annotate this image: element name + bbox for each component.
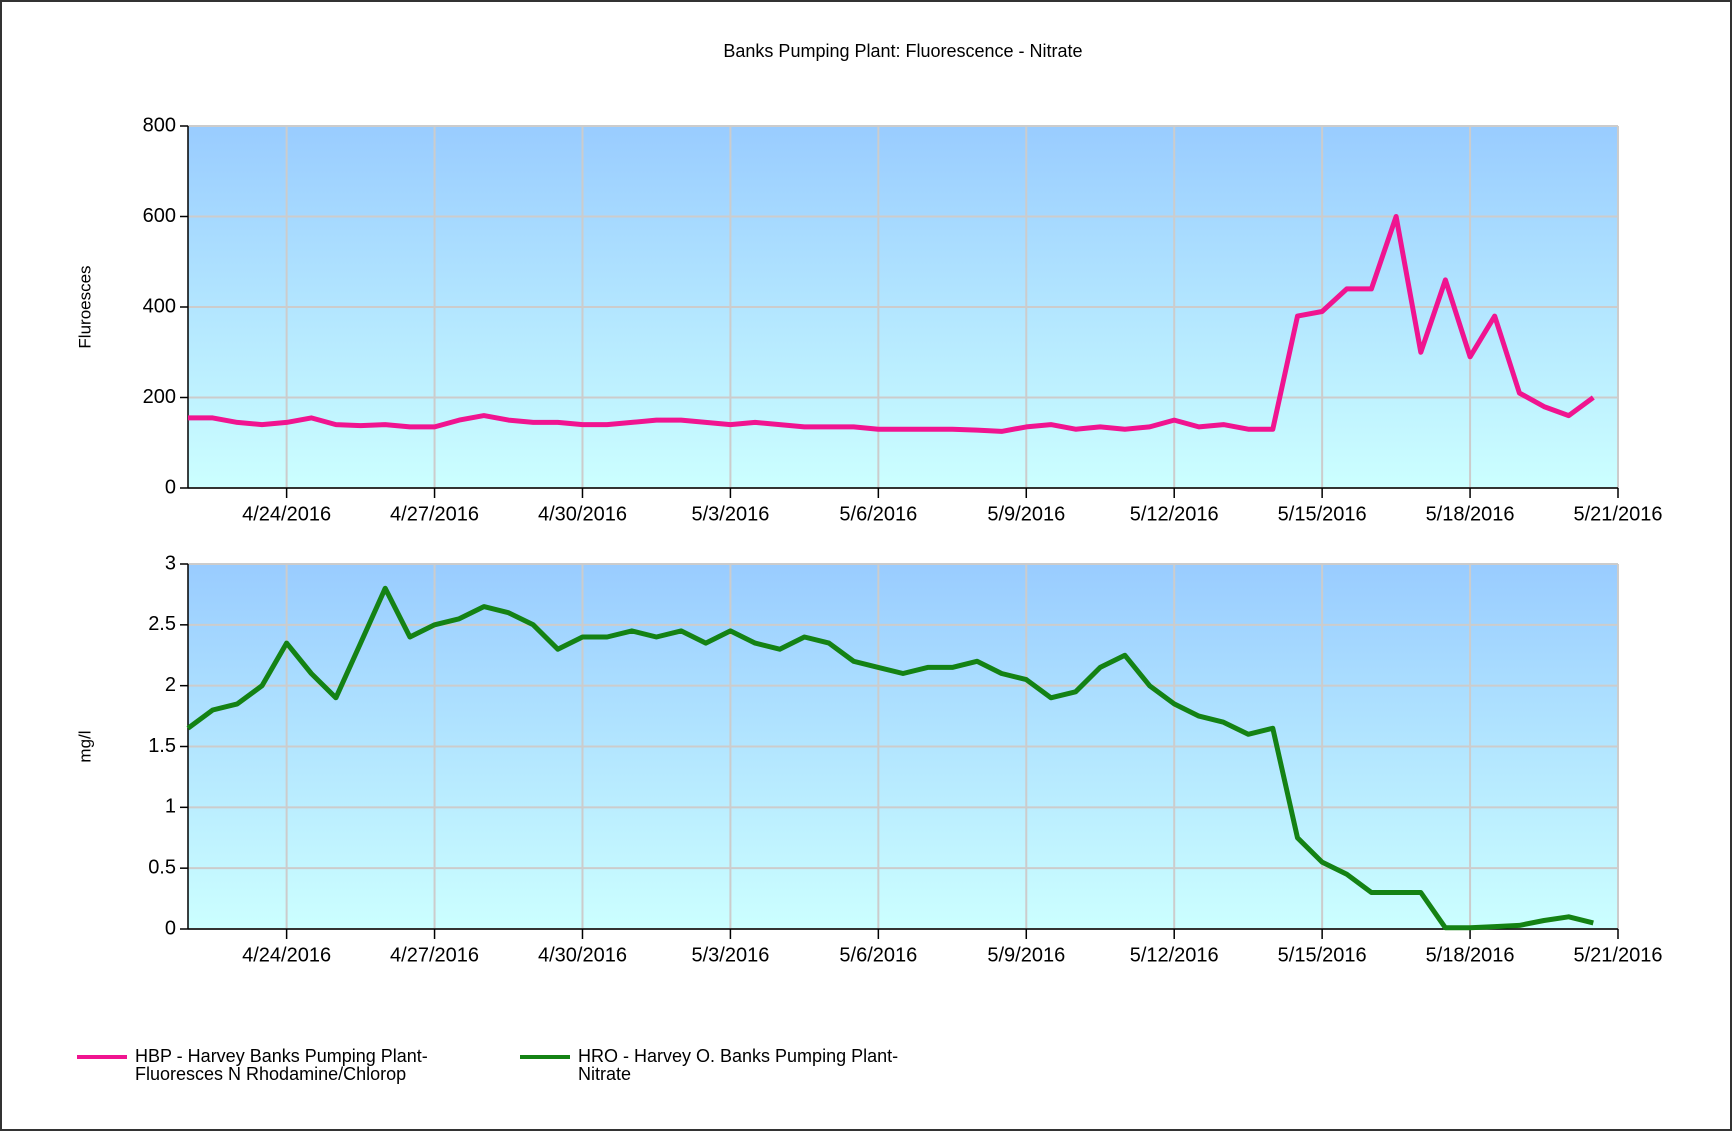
x-tick-label: 5/18/2016 [1426,944,1515,966]
x-tick-label: 5/3/2016 [691,944,769,966]
y-tick-label: 0.5 [148,856,176,878]
x-tick-label: 4/30/2016 [538,503,627,525]
legend-item: HBP - Harvey Banks Pumping Plant-Fluores… [77,1047,495,1083]
x-tick-label: 5/21/2016 [1574,503,1663,525]
y-axis-label: mg/l [75,730,94,762]
x-tick-label: 5/18/2016 [1426,503,1515,525]
x-tick-label: 4/27/2016 [390,944,479,966]
x-tick-label: 5/15/2016 [1278,944,1367,966]
x-tick-label: 4/27/2016 [390,503,479,525]
y-tick-label: 2 [165,674,176,696]
x-tick-label: 5/12/2016 [1130,944,1219,966]
y-tick-label: 400 [143,295,176,317]
x-tick-label: 5/6/2016 [839,944,917,966]
x-tick-label: 5/15/2016 [1278,503,1367,525]
legend-swatch [520,1055,570,1059]
legend-label: HRO - Harvey O. Banks Pumping Plant-Nitr… [578,1046,899,1084]
y-tick-label: 1.5 [148,735,176,757]
y-tick-label: 1 [165,796,176,818]
y-tick-label: 200 [143,386,176,408]
x-tick-label: 5/9/2016 [987,503,1065,525]
x-tick-label: 4/24/2016 [242,944,331,966]
y-axis-label: Fluroesces [75,265,94,348]
y-tick-label: 2.5 [148,613,176,635]
x-tick-label: 5/21/2016 [1574,944,1663,966]
chart-title: Banks Pumping Plant: Fluorescence - Nitr… [723,41,1082,61]
legend-label: HBP - Harvey Banks Pumping Plant-Fluores… [135,1046,428,1084]
x-tick-label: 4/24/2016 [242,503,331,525]
x-tick-label: 5/12/2016 [1130,503,1219,525]
series-line [186,585,1594,931]
x-tick-label: 4/30/2016 [538,944,627,966]
y-tick-label: 0 [165,917,176,939]
legend-item: HRO - Harvey O. Banks Pumping Plant-Nitr… [520,1047,938,1083]
series-line [188,214,1595,434]
y-tick-label: 0 [165,476,176,498]
x-tick-label: 5/9/2016 [987,944,1065,966]
y-tick-label: 600 [143,205,176,227]
x-tick-label: 5/3/2016 [691,503,769,525]
legend-swatch [77,1055,127,1059]
y-tick-label: 3 [165,552,176,574]
x-tick-label: 5/6/2016 [839,503,917,525]
y-tick-label: 800 [143,114,176,136]
